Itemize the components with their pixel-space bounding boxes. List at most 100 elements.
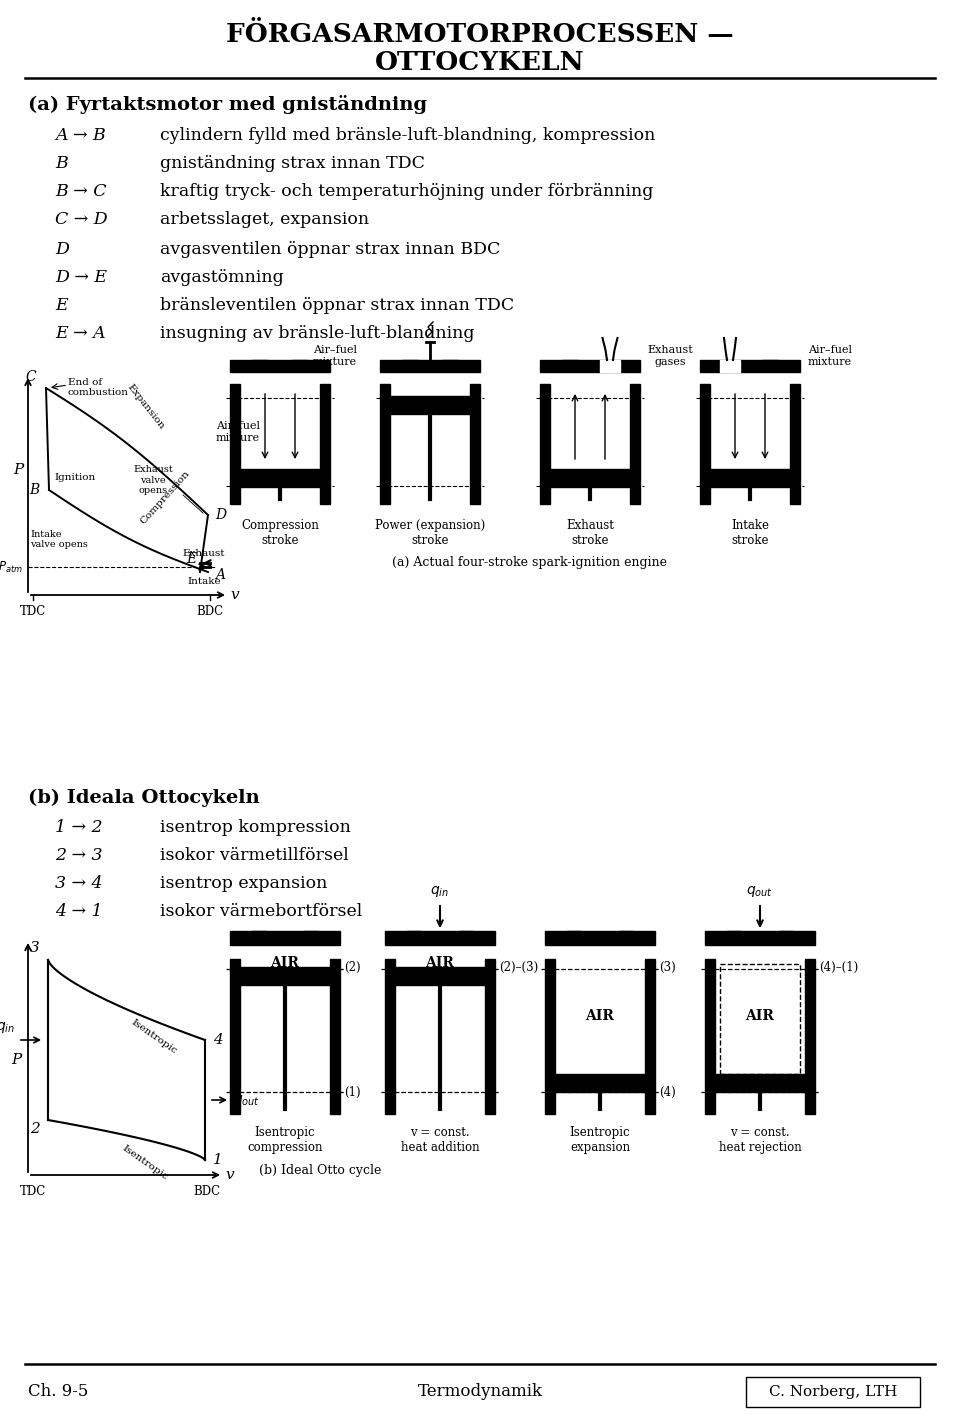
- Text: v = const.
heat addition: v = const. heat addition: [400, 1126, 479, 1155]
- Text: isokor värmebortförsel: isokor värmebortförsel: [160, 904, 362, 921]
- Text: kraftig tryck- och temperaturhöjning under förbränning: kraftig tryck- och temperaturhöjning und…: [160, 183, 654, 200]
- Bar: [252, 931, 266, 942]
- Text: Exhaust
stroke: Exhaust stroke: [566, 519, 614, 548]
- Bar: [385, 931, 495, 945]
- Text: cylindern fylld med bränsle-luft-blandning, kompression: cylindern fylld med bränsle-luft-blandni…: [160, 126, 656, 143]
- Text: (a) Fyrtaktsmotor med gniständning: (a) Fyrtaktsmotor med gniständning: [28, 95, 427, 115]
- Bar: [710, 468, 790, 487]
- Text: OTTOCYKELN: OTTOCYKELN: [375, 50, 585, 75]
- Text: B: B: [29, 483, 39, 497]
- Text: $q_{in}$: $q_{in}$: [430, 884, 449, 899]
- Text: BDC: BDC: [197, 606, 224, 618]
- Text: Intake: Intake: [187, 577, 221, 586]
- Text: isentrop expansion: isentrop expansion: [160, 876, 327, 893]
- Text: Expansion: Expansion: [126, 383, 166, 432]
- Bar: [390, 396, 470, 415]
- Text: End of
combustion: End of combustion: [68, 378, 129, 398]
- Bar: [230, 931, 340, 945]
- Text: Exhaust
valve
opens: Exhaust valve opens: [133, 466, 173, 495]
- Text: (b) Ideala Ottocykeln: (b) Ideala Ottocykeln: [28, 790, 260, 807]
- Text: insugning av bränsle-luft-blandning: insugning av bränsle-luft-blandning: [160, 325, 474, 342]
- Bar: [550, 468, 630, 487]
- Text: Compression: Compression: [138, 468, 191, 526]
- Text: (2)–(3): (2)–(3): [499, 961, 539, 974]
- Text: C → D: C → D: [55, 211, 108, 228]
- Text: AIR: AIR: [586, 1009, 614, 1023]
- Bar: [645, 959, 655, 1114]
- Text: Air–fuel
mixture: Air–fuel mixture: [808, 345, 852, 366]
- Text: $q_{in}$: $q_{in}$: [0, 1020, 15, 1034]
- Text: 4 → 1: 4 → 1: [55, 904, 103, 921]
- Text: AIR: AIR: [746, 1009, 775, 1023]
- Text: BDC: BDC: [193, 1184, 221, 1199]
- Bar: [470, 383, 480, 504]
- Text: bränsleventilen öppnar strax innan TDC: bränsleventilen öppnar strax innan TDC: [160, 297, 515, 314]
- Bar: [485, 959, 495, 1114]
- Bar: [762, 359, 778, 369]
- Text: P: P: [11, 1053, 21, 1067]
- Bar: [720, 359, 740, 372]
- Bar: [230, 959, 240, 1114]
- Bar: [442, 359, 458, 369]
- Text: Compression
stroke: Compression stroke: [241, 519, 319, 548]
- Text: avgastömning: avgastömning: [160, 269, 284, 286]
- Text: v: v: [226, 1167, 234, 1182]
- Bar: [304, 931, 318, 942]
- Bar: [292, 359, 308, 369]
- Text: E: E: [55, 297, 67, 314]
- Bar: [252, 359, 268, 369]
- Bar: [805, 959, 815, 1114]
- Text: gniständning strax innan TDC: gniständning strax innan TDC: [160, 154, 425, 171]
- Text: A: A: [215, 567, 225, 582]
- Bar: [459, 931, 473, 942]
- Bar: [567, 931, 581, 942]
- Text: (4): (4): [659, 1085, 676, 1098]
- Text: 2: 2: [31, 1122, 40, 1136]
- Bar: [705, 959, 715, 1114]
- Text: Intake
stroke: Intake stroke: [731, 519, 769, 548]
- Text: $P_{atm}$: $P_{atm}$: [0, 559, 22, 574]
- Text: 3: 3: [31, 941, 40, 955]
- Bar: [407, 931, 421, 942]
- Bar: [240, 468, 320, 487]
- Text: D: D: [215, 508, 227, 522]
- Text: (1): (1): [344, 1085, 361, 1098]
- Bar: [545, 931, 655, 945]
- Text: C: C: [25, 369, 36, 383]
- Text: D → E: D → E: [55, 269, 107, 286]
- Text: B: B: [55, 154, 68, 171]
- Text: (a) Actual four-stroke spark-ignition engine: (a) Actual four-stroke spark-ignition en…: [393, 556, 667, 569]
- Text: Power (expansion)
stroke: Power (expansion) stroke: [374, 519, 485, 548]
- Bar: [330, 959, 340, 1114]
- Text: (b) Ideal Otto cycle: (b) Ideal Otto cycle: [259, 1165, 381, 1177]
- Bar: [720, 964, 800, 1074]
- Text: 4: 4: [213, 1033, 223, 1047]
- Text: E → A: E → A: [55, 325, 106, 342]
- Text: B → C: B → C: [55, 183, 107, 200]
- Bar: [555, 1074, 645, 1092]
- Text: TDC: TDC: [20, 606, 46, 618]
- Bar: [385, 959, 395, 1114]
- Bar: [395, 966, 485, 985]
- Bar: [715, 1074, 805, 1092]
- Bar: [545, 959, 555, 1114]
- Bar: [705, 931, 815, 945]
- Bar: [230, 359, 330, 372]
- Text: Ch. 9-5: Ch. 9-5: [28, 1384, 88, 1401]
- Text: Intake
valve opens: Intake valve opens: [30, 531, 88, 549]
- Text: 1 → 2: 1 → 2: [55, 819, 103, 836]
- Text: 1: 1: [213, 1153, 223, 1167]
- Text: 2 → 3: 2 → 3: [55, 848, 103, 865]
- Bar: [230, 383, 240, 504]
- Text: Air–fuel
mixture: Air–fuel mixture: [313, 345, 357, 366]
- Text: Air–fuel
mixture: Air–fuel mixture: [216, 422, 260, 443]
- Text: E: E: [186, 552, 196, 566]
- Bar: [240, 966, 330, 985]
- Bar: [600, 359, 620, 372]
- Text: $q_{out}$: $q_{out}$: [233, 1092, 260, 1108]
- Text: $q_{out}$: $q_{out}$: [747, 884, 774, 899]
- FancyBboxPatch shape: [746, 1377, 920, 1407]
- Text: Exhaust
gases: Exhaust gases: [647, 345, 693, 366]
- Bar: [540, 359, 640, 372]
- Text: (4)–(1): (4)–(1): [819, 961, 858, 974]
